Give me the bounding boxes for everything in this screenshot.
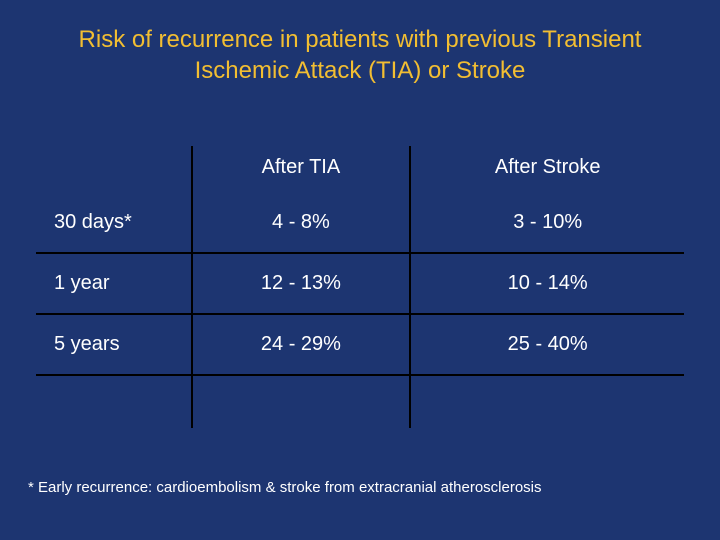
header-after-tia: After TIA (192, 146, 411, 193)
cell-stroke: 25 - 40% (410, 314, 684, 375)
footnote: * Early recurrence: cardioembolism & str… (28, 479, 542, 496)
table-row: 1 year 12 - 13% 10 - 14% (36, 253, 684, 314)
header-after-stroke: After Stroke (410, 146, 684, 193)
recurrence-table-container: After TIA After Stroke 30 days* 4 - 8% 3… (36, 146, 684, 428)
row-period: 1 year (36, 253, 192, 314)
recurrence-table: After TIA After Stroke 30 days* 4 - 8% 3… (36, 146, 684, 428)
table-header-row: After TIA After Stroke (36, 146, 684, 193)
cell-stroke: 3 - 10% (410, 193, 684, 253)
header-empty (36, 146, 192, 193)
table-row: 5 years 24 - 29% 25 - 40% (36, 314, 684, 375)
row-period: 30 days* (36, 193, 192, 253)
cell-tia: 4 - 8% (192, 193, 411, 253)
cell-stroke: 10 - 14% (410, 253, 684, 314)
cell-tia: 12 - 13% (192, 253, 411, 314)
slide-title: Risk of recurrence in patients with prev… (0, 0, 720, 86)
cell-tia: 24 - 29% (192, 314, 411, 375)
row-period: 5 years (36, 314, 192, 375)
table-stub-row (36, 375, 684, 428)
table-row: 30 days* 4 - 8% 3 - 10% (36, 193, 684, 253)
